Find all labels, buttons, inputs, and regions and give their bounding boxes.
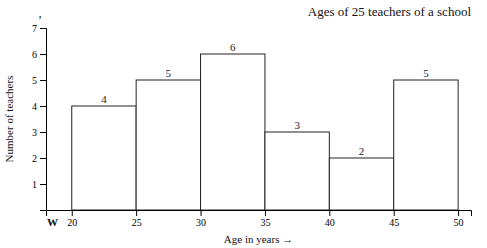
bar: [136, 80, 200, 210]
x-tick: 20: [67, 210, 77, 228]
y-tick: 3: [32, 127, 46, 138]
annotations: ’W: [38, 13, 58, 228]
x-tick-label: 25: [132, 217, 142, 228]
y-tick-label: 4: [32, 101, 37, 112]
x-tick-label: 20: [67, 217, 77, 228]
y-tick: 4: [32, 101, 46, 112]
y-tick: 1: [32, 179, 46, 190]
x-tick-label: 40: [325, 217, 335, 228]
x-tick: 50: [454, 210, 464, 228]
bar: [329, 158, 393, 210]
y-axis: 1 2 3 4 5 6 7: [32, 23, 47, 211]
data-label: 5: [166, 67, 172, 79]
y-tick-label: 1: [32, 179, 37, 190]
y-tick-mark: [40, 28, 46, 29]
bar: [394, 80, 458, 210]
x-tick-label: 45: [389, 217, 399, 228]
y-tick-mark: [40, 158, 46, 159]
y-tick: 5: [32, 75, 46, 86]
y-tick-mark: [40, 132, 46, 133]
annotation: ’: [38, 13, 42, 27]
y-tick-label: 5: [32, 75, 37, 86]
data-label: 5: [423, 67, 429, 79]
y-axis-title: Number of teachers: [3, 76, 15, 163]
x-tick: 35: [260, 210, 270, 228]
x-tick: 40: [325, 210, 335, 228]
bar: [265, 132, 329, 210]
y-tick-label: 3: [32, 127, 37, 138]
x-tick-mark: [72, 210, 73, 216]
y-tick-mark: [40, 54, 46, 55]
x-tick-mark: [329, 210, 330, 216]
x-tick-label: 30: [196, 217, 206, 228]
y-tick-mark: [40, 80, 46, 81]
y-tick: 2: [32, 153, 46, 164]
x-axis-title: Age in years →: [224, 233, 293, 245]
title: Ages of 25 teachers of a school: [308, 4, 472, 19]
x-tick-mark: [458, 210, 459, 216]
x-axis: 20 25 30 35 40 45 50: [47, 210, 472, 228]
annotation: W: [47, 216, 58, 228]
data-label: 6: [230, 41, 236, 53]
y-tick-mark: [40, 106, 46, 107]
x-tick-label: 50: [454, 217, 464, 228]
bar: [201, 54, 265, 210]
x-tick-mark: [201, 210, 202, 216]
data-label: 3: [294, 119, 300, 131]
bar: [72, 106, 136, 210]
y-tick-label: 6: [32, 49, 37, 60]
data-label: 4: [101, 93, 107, 105]
y-axis-line: [40, 29, 47, 211]
y-tick-label: 7: [32, 23, 37, 34]
x-axis-line: [47, 211, 472, 217]
plot: 202530354045501234567456325: [32, 23, 472, 228]
y-tick-label: 2: [32, 153, 37, 164]
data-label: 2: [359, 145, 365, 157]
x-tick-mark: [136, 210, 137, 216]
y-tick: 6: [32, 49, 46, 60]
data-labels: 4 5 6 3 2 5: [101, 41, 429, 157]
y-tick-mark: [40, 184, 46, 185]
x-tick: 30: [196, 210, 206, 228]
x-tick: 45: [389, 210, 399, 228]
x-tick-mark: [265, 210, 266, 216]
x-tick-mark: [394, 210, 395, 216]
chart: 202530354045501234567456325Ages of 25 te…: [0, 0, 487, 248]
x-tick-label: 35: [260, 217, 270, 228]
x-tick: 25: [132, 210, 142, 228]
bars: [72, 54, 458, 210]
